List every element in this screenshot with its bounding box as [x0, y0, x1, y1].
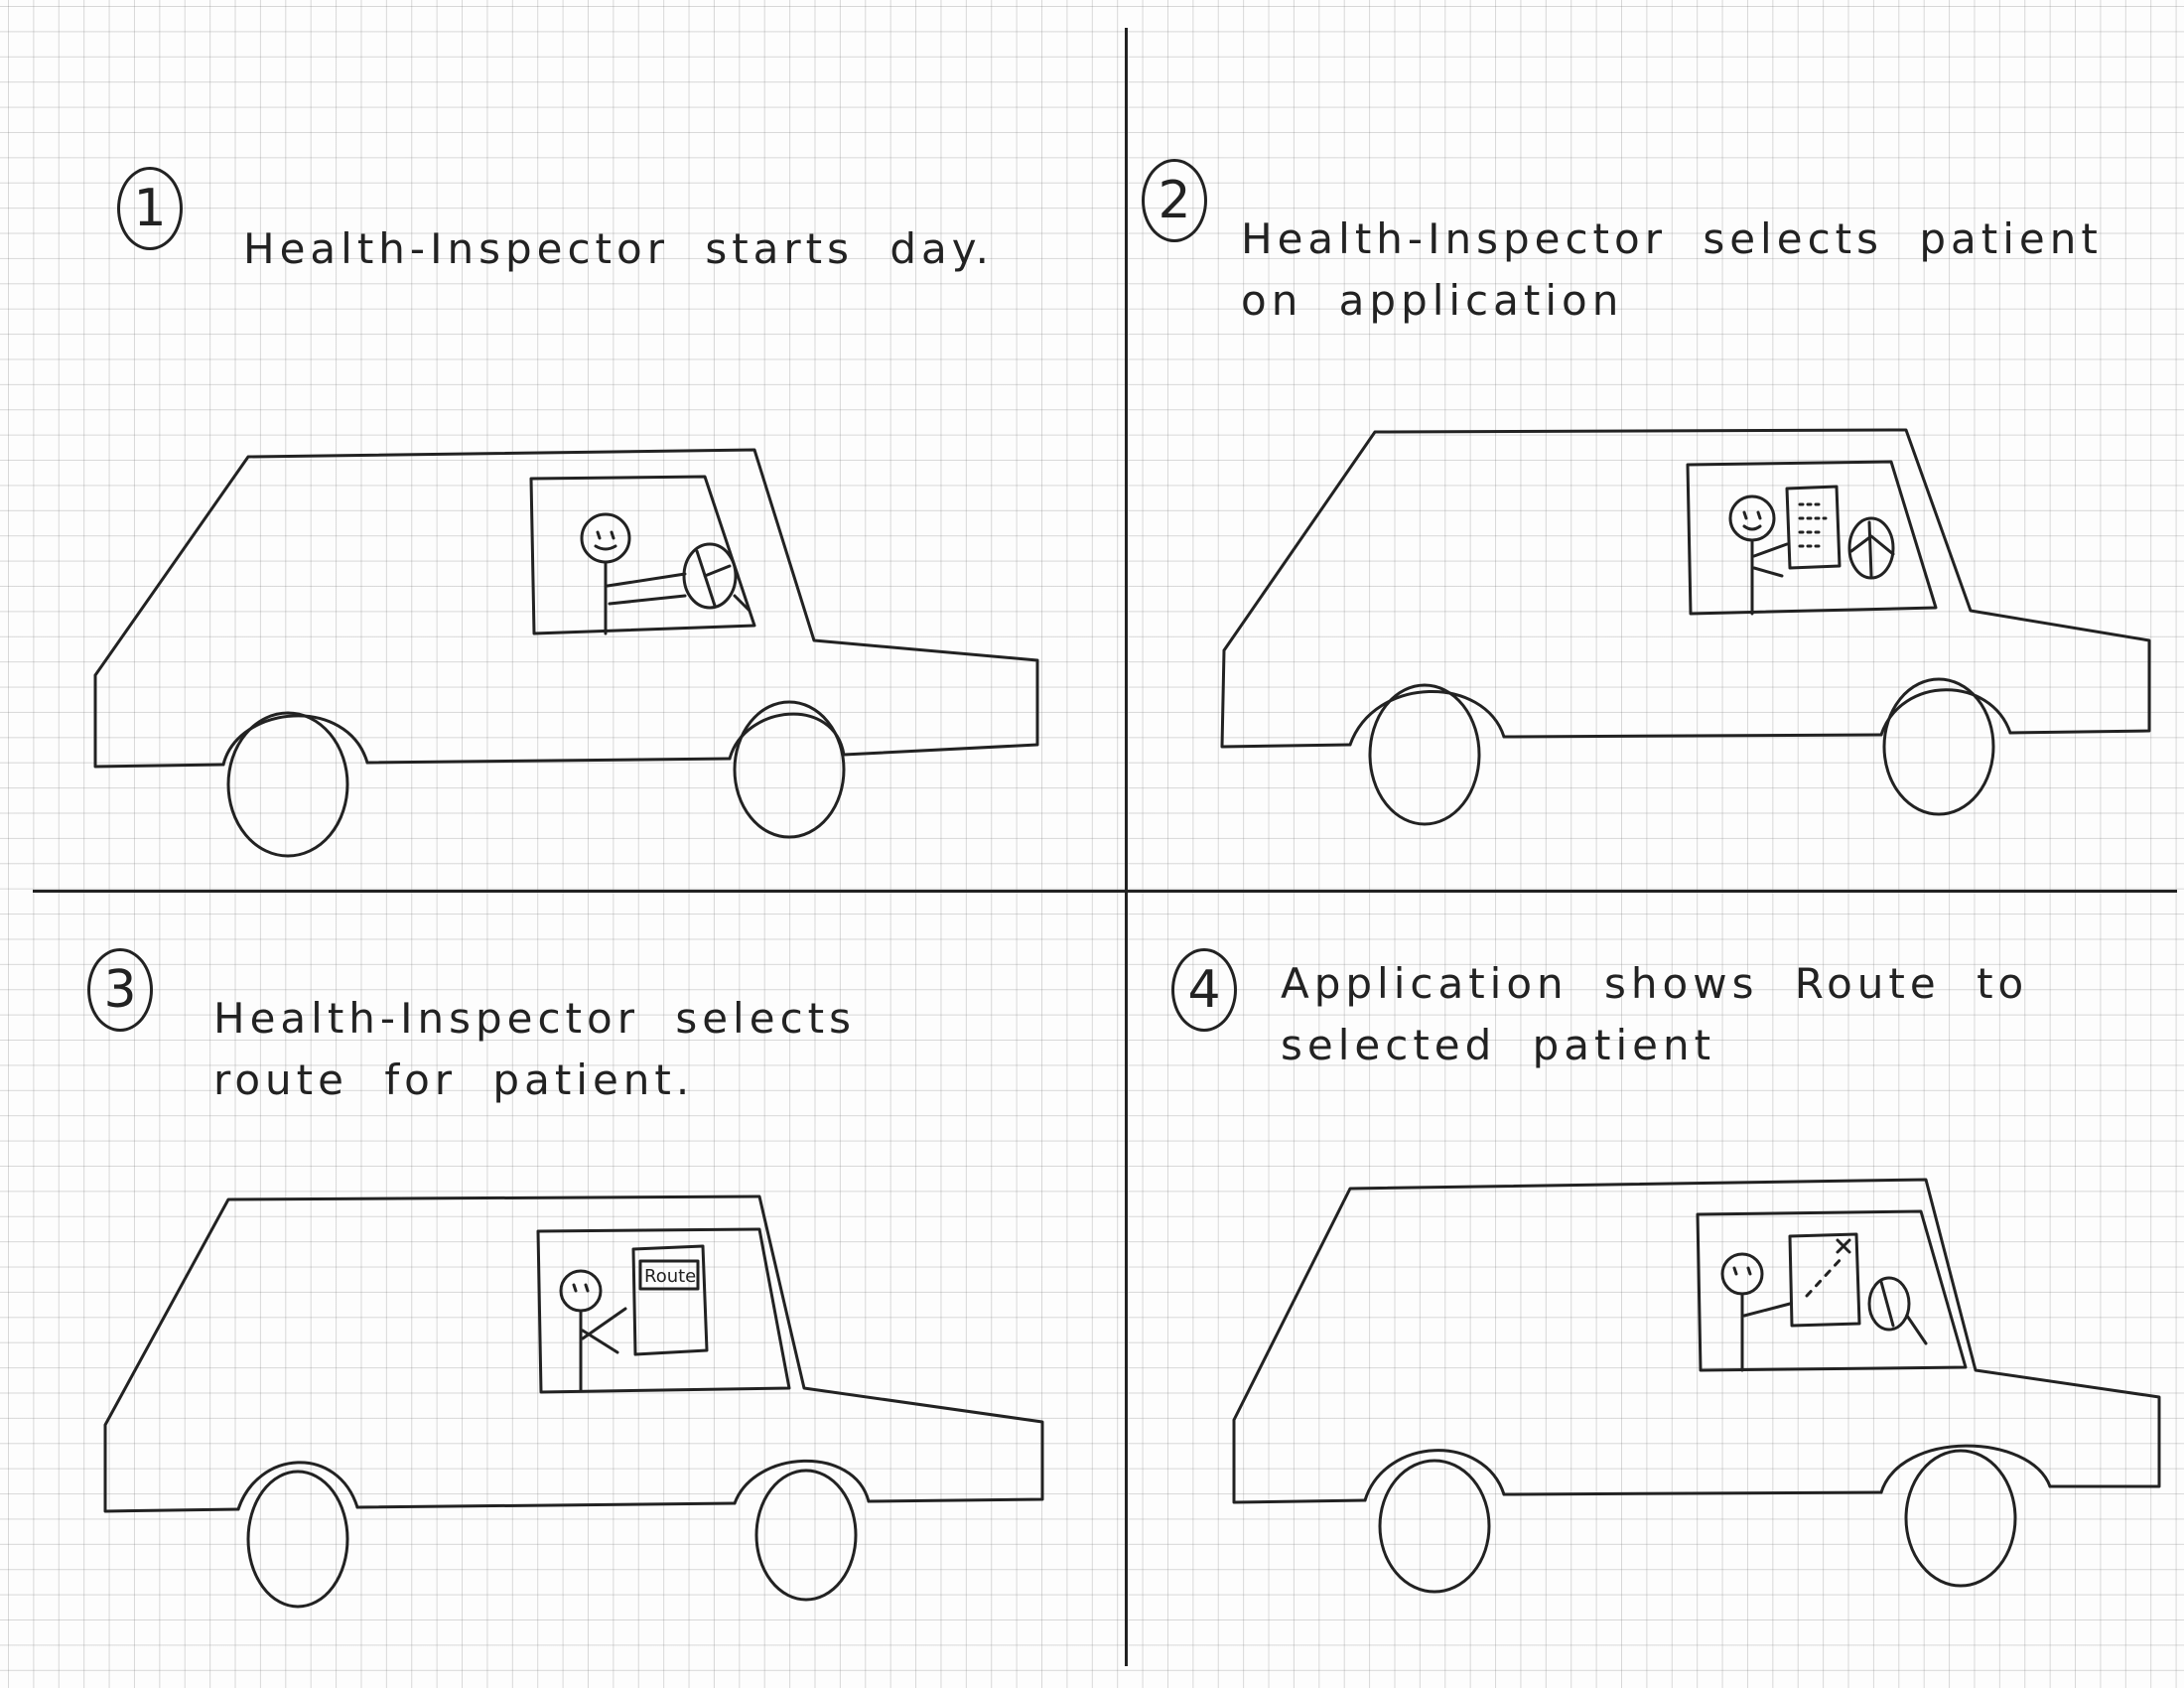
front-wheel: [226, 711, 349, 858]
route-screen-label: Route: [644, 1266, 696, 1287]
steering-wheel-icon: [1867, 1276, 1928, 1345]
car-window: [1696, 1209, 1968, 1372]
step-caption: Health-Inspector selects route for patie…: [213, 994, 857, 1104]
car-body-outline: [1232, 1178, 2161, 1504]
rear-wheel: [754, 1469, 858, 1602]
car-body-outline: [103, 1195, 1044, 1513]
front-wheel-arch: [1363, 1449, 1506, 1502]
rear-wheel: [733, 700, 846, 839]
rear-wheel-arch: [1879, 1444, 2052, 1494]
front-wheel: [1378, 1459, 1491, 1594]
car-body-outline: [93, 448, 1039, 769]
step-number-badge: 3: [87, 948, 153, 1032]
step-number-badge: 1: [117, 167, 183, 250]
car-sketch: Route: [103, 1195, 1044, 1609]
car-window: [536, 1227, 791, 1394]
car-sketch: [1220, 428, 2151, 826]
car-window: [1686, 460, 1938, 616]
tablet-app-screen: [1785, 485, 1842, 570]
front-wheel: [1368, 683, 1481, 826]
stick-figure-inspector: [1720, 1252, 1792, 1372]
car-body-outline: [1220, 428, 2151, 749]
horizontal-divider: [33, 890, 2177, 893]
stick-figure-inspector: [580, 512, 687, 635]
car-sketch: [1232, 1178, 2161, 1594]
vertical-divider: [1125, 28, 1128, 1666]
step-caption: Application shows Route to selected pati…: [1281, 959, 2029, 1069]
rear-wheel-arch: [733, 1459, 871, 1505]
front-wheel-arch: [221, 714, 369, 767]
front-wheel-arch: [236, 1461, 359, 1511]
stick-figure-inspector: [559, 1269, 627, 1392]
step-caption: Health-Inspector starts day.: [243, 224, 995, 273]
steering-wheel-icon: [682, 542, 751, 613]
step-number-badge: 4: [1171, 948, 1237, 1032]
stick-figure-inspector: [1728, 494, 1789, 616]
tablet-route-screen: Route: [631, 1244, 709, 1356]
car-sketch: [93, 448, 1039, 858]
step-number-badge: 2: [1142, 159, 1207, 242]
front-wheel-arch: [1348, 690, 1506, 747]
front-wheel: [246, 1470, 349, 1609]
step-caption: Health-Inspector selects patient on appl…: [1241, 214, 2103, 325]
rear-wheel: [1904, 1449, 2017, 1588]
tablet-map-screen: [1788, 1232, 1861, 1328]
car-window: [529, 475, 756, 635]
rear-wheel: [1882, 677, 1995, 816]
steering-wheel-icon: [1847, 516, 1895, 580]
